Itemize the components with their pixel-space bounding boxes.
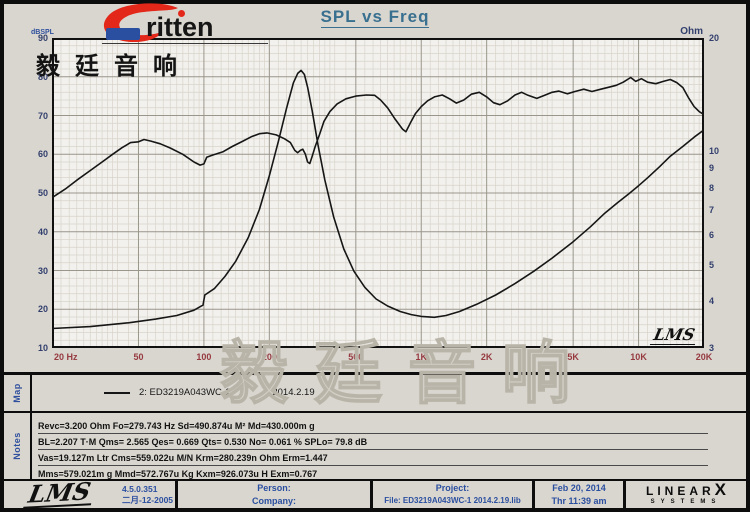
y-left-tick-30: 30 — [37, 265, 48, 276]
legend-curve-name: 2: ED3219A043WC-1 — [139, 387, 231, 398]
page-title: SPL vs Freq — [320, 7, 430, 29]
notes-line-2: BL=2.207 T·M Qms= 2.565 Qes= 0.669 Qts= … — [38, 437, 708, 450]
left-axis-label: dBSPL — [31, 29, 54, 36]
project-file: File: ED3219A043WC-1 2014.2.19.lib — [384, 496, 521, 505]
y-right-tick-4: 4 — [709, 295, 715, 306]
linearx-text: LINEAR — [645, 484, 715, 498]
footer-linearx-cell: LINEARX SYSTEMS — [626, 481, 746, 508]
y-right-tick-5: 5 — [709, 259, 715, 270]
chart-panel: 20 Hz 50 100 200 500 1K 2K 5K 10K 20K 90 80 70 60 50 40… — [4, 3, 746, 415]
y-left-tick-90: 90 — [37, 33, 48, 43]
notes-panel: Notes Revc=3.200 Ohm Fo=279.743 Hz Sd=49… — [4, 413, 746, 482]
x-tick-2K: 2K — [480, 352, 493, 362]
thiele-small-parameters: Revc=3.200 Ohm Fo=279.743 Hz Sd=490.874u… — [38, 421, 708, 485]
y-left-tick-50: 50 — [37, 188, 48, 198]
x-tick-20 Hz: 20 Hz — [54, 352, 78, 362]
version-block: 4.5.0.351 二月-12-2005 — [122, 484, 173, 505]
brand-badge — [106, 28, 140, 40]
map-tab: Map — [4, 375, 32, 411]
notes-tab: Notes — [4, 413, 32, 479]
footer-datetime-cell: Feb 20, 2014 Thr 11:39 am — [535, 481, 623, 508]
y-right-tick-9: 9 — [709, 163, 715, 174]
footer-project-cell: Project: File: ED3219A043WC-1 2014.2.19.… — [373, 481, 532, 508]
lms-logo: LMS — [23, 481, 96, 508]
linearx-logo: LINEARX — [626, 481, 746, 499]
report-time: Thr 11:39 am — [551, 496, 607, 506]
linearx-x: X — [714, 481, 726, 499]
x-tick-200: 200 — [261, 352, 277, 362]
y-right-tick-6: 6 — [709, 229, 715, 240]
notes-line-1: Revc=3.200 Ohm Fo=279.743 Hz Sd=490.874u… — [38, 421, 708, 434]
app-version-date: 二月-12-2005 — [122, 494, 174, 505]
brand-underline — [102, 43, 268, 44]
lms-plot-logo: LMS — [649, 325, 699, 345]
y-left-tick-60: 60 — [37, 149, 48, 160]
footer-lms-cell: LMS 4.5.0.351 二月-12-2005 — [4, 481, 175, 508]
y-right-tick-7: 7 — [709, 204, 715, 215]
impedance-curve — [52, 69, 704, 330]
spl-vs-freq-plot — [52, 38, 704, 348]
x-tick-1K: 1K — [415, 352, 427, 362]
legend-row: 2: ED3219A043WC-1 2014.2.19 — [104, 387, 315, 398]
x-tick-20K: 20K — [695, 352, 713, 362]
y-right-tick-8: 8 — [709, 182, 715, 193]
y-right-tick-3: 3 — [709, 343, 715, 353]
legend-line-swatch — [104, 391, 130, 394]
y-left-tick-40: 40 — [37, 226, 48, 237]
app-version: 4.5.0.351 — [122, 484, 158, 494]
x-tick-500: 500 — [348, 352, 364, 362]
x-tick-5K: 5K — [567, 352, 579, 362]
brand-name: ritten — [146, 12, 214, 42]
y-right-tick-10: 10 — [709, 146, 720, 157]
y-left-tick-70: 70 — [37, 110, 48, 121]
brand-logo: ritten 毅廷音响 — [30, 2, 268, 80]
notes-tab-label: Notes — [12, 432, 22, 460]
legend-date: 2014.2.19 — [272, 387, 315, 398]
report-date: Feb 20, 2014 — [552, 483, 606, 493]
footer-person-cell: Person: Company: — [178, 481, 370, 508]
brand-chinese-name: 毅廷音响 — [36, 52, 192, 80]
status-footer: LMS 4.5.0.351 二月-12-2005 Person: Company… — [4, 481, 746, 508]
y-right-tick-20: 20 — [709, 33, 720, 43]
linearx-systems-text: SYSTEMS — [650, 499, 722, 505]
y-left-tick-20: 20 — [37, 304, 48, 315]
brand-i-dot — [178, 10, 185, 17]
company-label: Company: — [251, 496, 296, 506]
y-left-tick-80: 80 — [37, 71, 48, 82]
x-tick-50: 50 — [133, 352, 144, 362]
spl-curve — [52, 76, 704, 199]
right-axis-label: Ohm — [680, 26, 703, 37]
map-tab-label: Map — [12, 383, 22, 403]
x-tick-10K: 10K — [630, 352, 647, 362]
project-label: Project: — [435, 483, 470, 493]
map-panel: Map 2: ED3219A043WC-1 2014.2.19 — [4, 375, 746, 411]
notes-line-3: Vas=19.127m Ltr Cms=559.022u M/N Krm=280… — [38, 453, 708, 466]
y-left-tick-10: 10 — [37, 343, 48, 353]
x-tick-100: 100 — [196, 352, 212, 362]
person-label: Person: — [257, 483, 291, 493]
